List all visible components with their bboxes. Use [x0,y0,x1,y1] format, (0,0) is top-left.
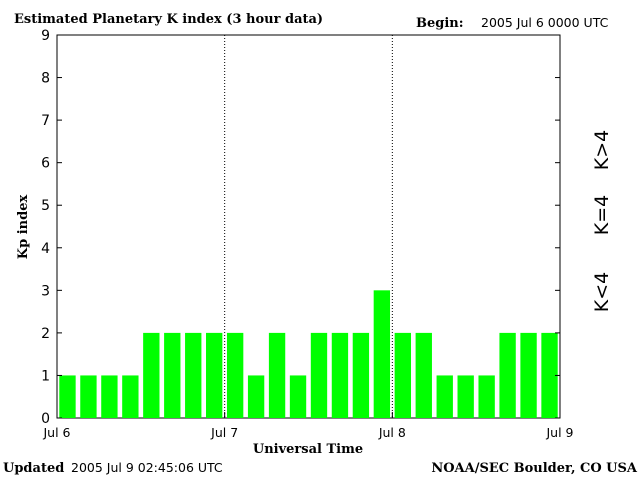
legend-k-less-4: K<4 [591,272,613,312]
y-tick-label: 6 [41,156,50,172]
kp-bar [185,332,202,418]
kp-bar [206,332,223,418]
kp-bar [457,375,474,418]
legend-k-equal-4: K=4 [591,195,613,235]
updated-value: 2005 Jul 9 02:45:06 UTC [71,460,223,475]
plot-frame [56,34,561,419]
kp-bar [541,332,558,418]
x-tick-label: Jul 6 [42,425,70,440]
kp-bar [164,332,181,418]
kp-bar [415,332,432,418]
y-tick-label: 3 [41,283,50,299]
x-tick-label: Jul 8 [378,425,406,440]
source-credit: NOAA/SEC Boulder, CO USA [431,461,638,476]
kp-bar [59,375,76,418]
kp-bar [122,375,139,418]
x-axis-label: Universal Time [253,442,363,457]
y-tick-label: 2 [41,326,50,342]
chart-title: Estimated Planetary K index (3 hour data… [14,12,323,27]
kp-bar [101,375,118,418]
y-tick-label: 5 [41,198,50,214]
kp-bar [331,332,349,418]
updated-label: Updated [3,461,64,476]
y-tick-label: 0 [41,411,50,427]
y-tick-label: 4 [41,241,50,257]
kp-bar [520,332,537,418]
y-tick-label: 7 [41,113,50,129]
kp-bar [499,332,516,418]
x-tick-label: Jul 9 [545,425,573,440]
begin-label: Begin: [416,16,464,31]
kp-bar [143,332,160,418]
x-axis: Jul 6 Jul 7 Jul 8 Jul 9 [42,412,574,440]
kp-bar [436,375,453,418]
y-tick-label: 8 [41,71,50,87]
bars-group [59,290,558,418]
kp-bar [247,375,265,418]
y-axis-label: Kp index [16,195,31,260]
kp-bar [80,375,97,418]
kp-bar [310,332,328,418]
kp-bar [268,332,286,418]
y-tick-label: 9 [41,28,50,44]
y-tick-label: 1 [41,368,50,384]
kp-bar [394,332,411,418]
kp-bar [352,332,370,418]
kp-bar [373,290,391,418]
begin-value: 2005 Jul 6 0000 UTC [481,15,609,30]
kp-bar [226,332,244,418]
x-tick-label: Jul 7 [210,425,238,440]
legend-k-greater-4: K>4 [591,130,613,170]
kp-bar [478,375,495,418]
day-dividers [224,35,393,418]
kp-bar [289,375,307,418]
y-axis: 0 1 2 3 4 5 6 7 8 9 [41,28,560,427]
